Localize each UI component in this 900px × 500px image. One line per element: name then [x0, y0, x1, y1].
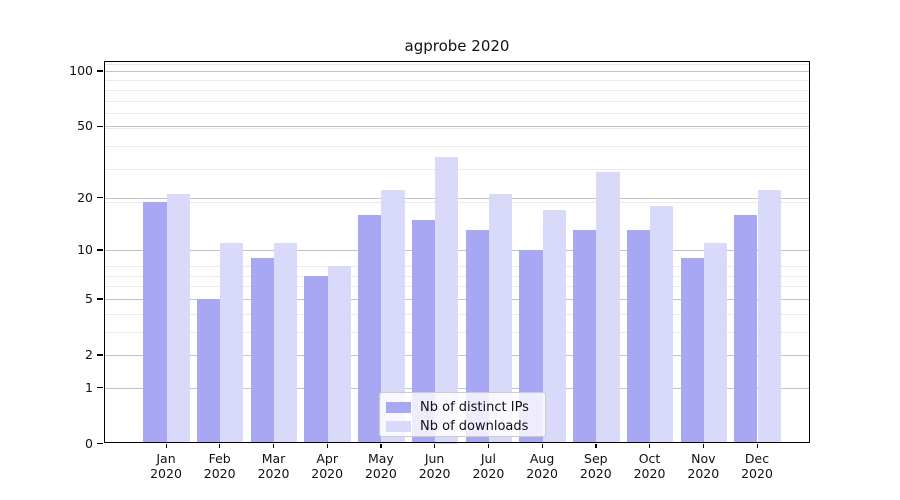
x-tick-year: 2020: [150, 465, 182, 481]
bar-sep-downloads: [596, 171, 620, 444]
x-tick-mark: [380, 443, 382, 448]
y-tick-label: 5: [85, 290, 93, 306]
x-tick-label-jul: Jul 2020: [456, 451, 520, 481]
y-tick-label: 50: [77, 118, 93, 134]
bar-nov-ips: [680, 257, 704, 444]
bar-jun-ips: [411, 219, 436, 444]
bar-aug-downloads: [542, 210, 566, 444]
bar-dec-downloads: [757, 190, 781, 444]
x-tick-year: 2020: [364, 465, 397, 481]
gridline-100: [104, 70, 810, 72]
gridline-69: [104, 100, 810, 102]
bar-feb-ips: [197, 298, 221, 444]
bar-feb-downloads: [220, 242, 244, 444]
y-tick-mark: [97, 387, 103, 389]
bar-nov-downloads: [703, 242, 728, 444]
chart-title: agprobe 2020: [404, 37, 510, 55]
x-tick-mark: [273, 443, 275, 448]
x-tick-label-mar: Mar 2020: [242, 451, 306, 481]
x-tick-label-jun: Jun 2020: [403, 451, 467, 481]
x-tick-label-dec: Dec 2020: [725, 451, 789, 481]
x-tick-mark: [487, 443, 490, 448]
x-tick-year: 2020: [579, 465, 612, 481]
x-tick-mark: [702, 443, 705, 448]
x-tick-mark: [165, 443, 167, 448]
gridline-89: [104, 80, 810, 82]
x-tick-mark: [434, 443, 436, 448]
x-tick-year: 2020: [418, 465, 451, 481]
y-tick-mark: [97, 298, 103, 300]
bar-dec-ips: [734, 214, 758, 444]
x-tick-label-aug: Aug 2020: [510, 451, 574, 481]
x-tick-year: 2020: [633, 465, 666, 481]
x-tick-mark: [541, 443, 543, 448]
x-tick-mark: [649, 443, 651, 448]
bar-jun-downloads: [435, 156, 459, 444]
x-tick-year: 2020: [203, 465, 236, 481]
x-tick-mark: [756, 443, 758, 448]
x-tick-year: 2020: [526, 465, 558, 481]
x-tick-year: 2020: [472, 465, 505, 481]
legend-label-distinct-ips: Nb of distinct IPs: [420, 399, 529, 415]
legend-swatch-distinct-ips: [386, 401, 411, 413]
x-tick-mark: [326, 443, 328, 448]
y-tick-label: 100: [69, 62, 93, 78]
x-tick-mark: [219, 443, 221, 448]
x-tick-year: 2020: [311, 465, 344, 481]
bar-may-downloads: [381, 190, 405, 444]
bar-oct-ips: [626, 230, 651, 444]
bar-mar-ips: [250, 257, 274, 444]
bar-oct-downloads: [650, 205, 674, 444]
gridline-39: [104, 145, 810, 147]
bar-mar-downloads: [274, 242, 298, 444]
x-tick-label-nov: Nov 2020: [671, 451, 735, 481]
y-tick-mark: [97, 197, 103, 199]
gridline-79: [104, 89, 810, 91]
x-tick-label-apr: Apr 2020: [295, 451, 359, 481]
x-tick-label-sep: Sep 2020: [564, 451, 628, 481]
x-tick-year: 2020: [257, 465, 290, 481]
bar-apr-ips: [304, 275, 328, 444]
x-tick-year: 2020: [687, 465, 720, 481]
y-tick-label: 1: [85, 379, 93, 395]
gridline-109: [104, 64, 810, 65]
y-tick-mark: [97, 249, 103, 251]
x-tick-year: 2020: [741, 465, 773, 481]
y-tick-label: 2: [85, 346, 93, 362]
x-tick-mark: [595, 443, 597, 448]
legend: Nb of distinct IPs Nb of downloads: [379, 392, 546, 437]
bar-jul-downloads: [488, 193, 513, 444]
bar-jan-ips: [143, 201, 167, 444]
x-tick-label-may: May 2020: [349, 451, 413, 481]
y-tick-mark: [97, 354, 103, 356]
legend-label-downloads: Nb of downloads: [420, 418, 529, 434]
gridline-50: [104, 126, 810, 128]
y-tick-mark: [97, 125, 103, 127]
legend-entry-downloads: Nb of downloads: [386, 417, 545, 435]
bar-may-ips: [358, 214, 382, 444]
y-tick-mark: [97, 70, 103, 72]
x-tick-label-jan: Jan 2020: [134, 451, 198, 481]
bar-jan-downloads: [166, 193, 190, 444]
bar-sep-ips: [573, 230, 597, 444]
gridline-59: [104, 112, 810, 114]
gridline-49: [104, 127, 810, 129]
y-tick-label: 20: [77, 189, 93, 205]
x-tick-label-feb: Feb 2020: [188, 451, 252, 481]
bar-apr-downloads: [327, 266, 351, 444]
y-tick-label: 0: [85, 435, 93, 451]
legend-entry-distinct-ips: Nb of distinct IPs: [386, 398, 545, 416]
bar-jul-ips: [465, 230, 489, 444]
y-tick-mark: [97, 443, 103, 445]
y-tick-label: 10: [77, 241, 93, 257]
legend-swatch-downloads: [386, 420, 411, 432]
x-tick-label-oct: Oct 2020: [618, 451, 682, 481]
